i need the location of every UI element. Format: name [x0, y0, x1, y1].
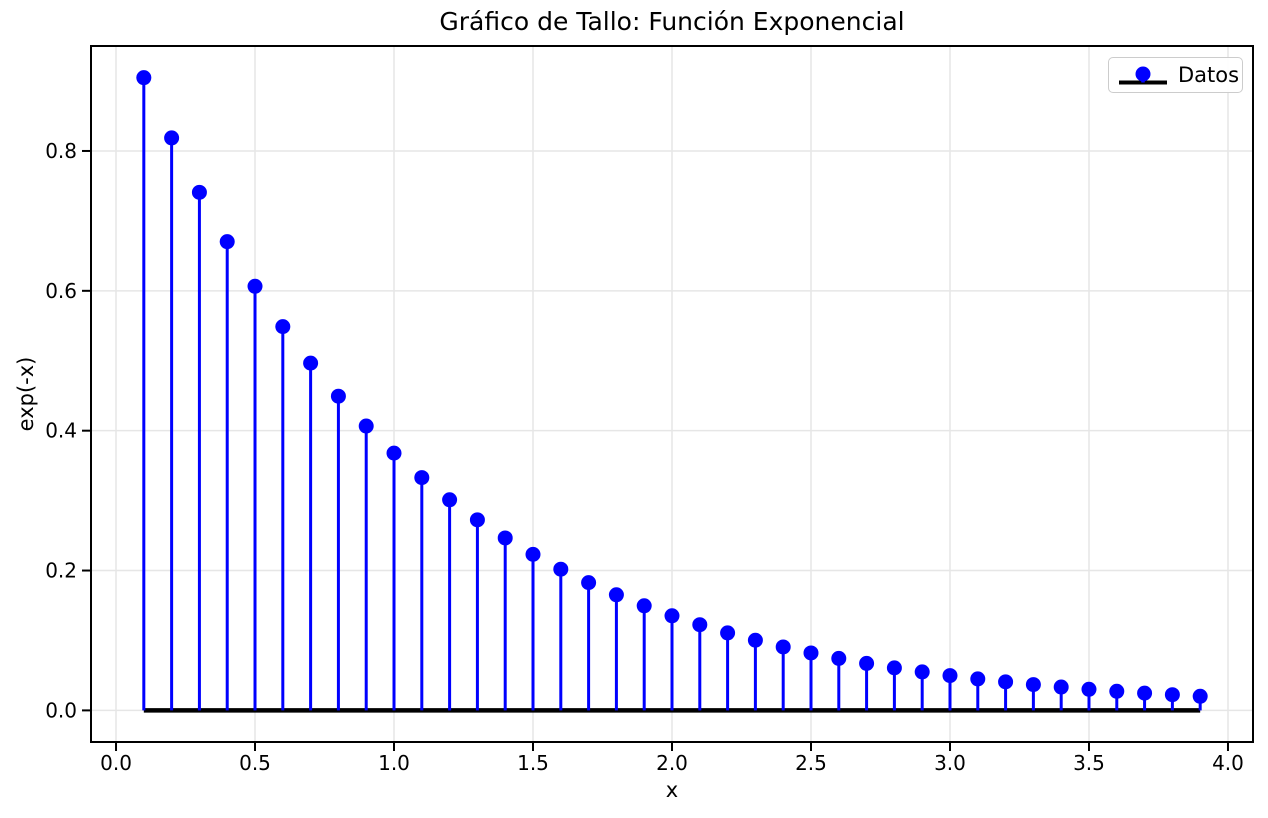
data-point-marker	[720, 625, 736, 641]
x-tick-label: 1.5	[517, 751, 549, 775]
stem-marker-icon	[1119, 66, 1167, 85]
data-point-marker	[1164, 687, 1180, 703]
data-point-marker	[469, 512, 485, 528]
data-point-marker	[775, 639, 791, 655]
data-point-marker	[386, 445, 402, 461]
y-tick-label: 0.6	[45, 279, 77, 303]
data-point-marker	[581, 575, 597, 591]
data-point-marker	[1053, 679, 1069, 695]
x-tick-label: 0.0	[100, 751, 132, 775]
data-point-marker	[414, 470, 430, 486]
data-point-marker	[497, 530, 513, 546]
y-tick-label: 0.0	[45, 698, 77, 722]
data-point-marker	[191, 184, 207, 200]
data-point-marker	[970, 671, 986, 687]
x-tick-label: 3.0	[934, 751, 966, 775]
data-point-marker	[247, 278, 263, 294]
data-point-marker	[553, 561, 569, 577]
x-tick-label: 2.0	[656, 751, 688, 775]
data-point-marker	[136, 70, 152, 86]
data-point-marker	[803, 645, 819, 661]
data-point-marker	[664, 608, 680, 624]
data-point-marker	[330, 388, 346, 404]
data-point-marker	[998, 674, 1014, 690]
x-tick-label: 3.5	[1073, 751, 1105, 775]
data-point-marker	[747, 632, 763, 648]
data-point-marker	[914, 664, 930, 680]
y-tick-label: 0.4	[45, 419, 77, 443]
data-point-marker	[442, 492, 458, 508]
legend: Datos	[1108, 57, 1243, 93]
data-point-marker	[164, 130, 180, 146]
data-point-marker	[525, 546, 541, 562]
x-tick-label: 1.0	[378, 751, 410, 775]
data-point-marker	[942, 668, 958, 684]
data-point-marker	[358, 418, 374, 434]
data-point-marker	[692, 617, 708, 633]
data-point-marker	[303, 355, 319, 371]
chart-title: Gráfico de Tallo: Función Exponencial	[439, 7, 905, 36]
y-tick-label: 0.8	[45, 139, 77, 163]
x-axis-label: x	[665, 778, 679, 802]
data-point-marker	[219, 234, 235, 250]
data-point-marker	[859, 655, 875, 671]
x-tick-label: 0.5	[239, 751, 271, 775]
legend-label: Datos	[1178, 63, 1240, 87]
data-point-marker	[1192, 688, 1208, 704]
y-tick-label: 0.2	[45, 559, 77, 583]
data-point-marker	[275, 319, 291, 335]
data-point-marker	[1081, 681, 1097, 697]
data-point-marker	[1137, 685, 1153, 701]
data-point-marker	[1109, 683, 1125, 699]
data-point-marker	[608, 587, 624, 603]
data-point-marker	[1025, 677, 1041, 693]
data-point-marker	[886, 660, 902, 676]
x-tick-label: 4.0	[1212, 751, 1244, 775]
x-tick-label: 2.5	[795, 751, 827, 775]
data-point-marker	[636, 598, 652, 614]
data-point-marker	[831, 650, 847, 666]
